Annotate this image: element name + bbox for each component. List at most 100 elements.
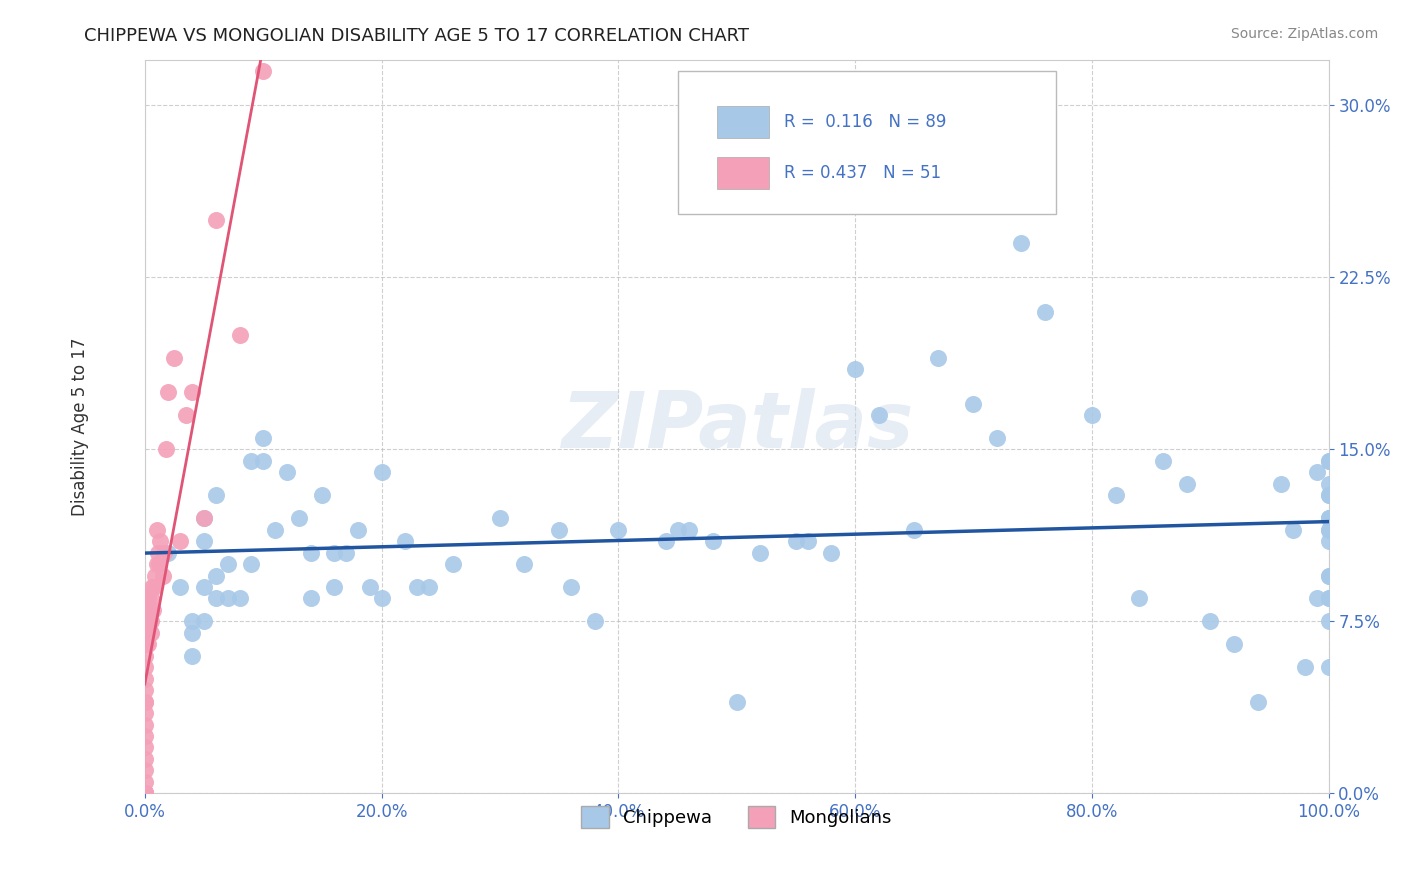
Point — [134, 786, 156, 800]
Point — [193, 615, 215, 629]
Point — [1306, 466, 1329, 480]
Point — [134, 786, 156, 800]
Point — [1010, 235, 1032, 250]
Point — [548, 523, 571, 537]
Point — [287, 511, 309, 525]
Point — [1317, 488, 1340, 502]
Point — [205, 568, 228, 582]
Point — [139, 625, 162, 640]
Point — [134, 706, 156, 720]
Point — [134, 786, 156, 800]
Point — [725, 695, 748, 709]
Point — [678, 523, 700, 537]
Point — [512, 557, 534, 571]
Point — [228, 327, 250, 342]
Point — [868, 408, 890, 422]
Point — [193, 511, 215, 525]
Point — [749, 545, 772, 559]
Point — [702, 534, 724, 549]
Point — [1270, 476, 1292, 491]
Point — [174, 408, 197, 422]
Point — [299, 545, 322, 559]
Point — [785, 534, 807, 549]
Point — [264, 523, 287, 537]
FancyBboxPatch shape — [717, 106, 769, 138]
Point — [370, 466, 392, 480]
Point — [181, 615, 204, 629]
Point — [394, 534, 416, 549]
Point — [1317, 568, 1340, 582]
Text: R =  0.116   N = 89: R = 0.116 N = 89 — [785, 113, 946, 131]
Point — [418, 580, 440, 594]
Point — [1317, 476, 1340, 491]
Point — [252, 64, 274, 78]
Point — [134, 660, 156, 674]
Point — [134, 786, 156, 800]
Legend: Chippewa, Mongolians: Chippewa, Mongolians — [574, 799, 900, 836]
Point — [311, 488, 333, 502]
Point — [205, 591, 228, 606]
Point — [138, 603, 160, 617]
Point — [169, 534, 191, 549]
FancyBboxPatch shape — [717, 157, 769, 189]
Point — [1317, 523, 1340, 537]
Point — [134, 672, 156, 686]
Point — [134, 683, 156, 698]
Point — [145, 523, 167, 537]
Point — [134, 786, 156, 800]
Point — [406, 580, 429, 594]
Point — [1128, 591, 1150, 606]
Point — [323, 580, 346, 594]
Point — [143, 580, 166, 594]
Point — [145, 568, 167, 582]
Text: R = 0.437   N = 51: R = 0.437 N = 51 — [785, 164, 941, 182]
Point — [927, 351, 949, 365]
Point — [335, 545, 357, 559]
Point — [193, 534, 215, 549]
Text: CHIPPEWA VS MONGOLIAN DISABILITY AGE 5 TO 17 CORRELATION CHART: CHIPPEWA VS MONGOLIAN DISABILITY AGE 5 T… — [84, 27, 749, 45]
Point — [134, 695, 156, 709]
Point — [146, 545, 169, 559]
Point — [986, 431, 1008, 445]
Point — [141, 580, 163, 594]
Point — [252, 431, 274, 445]
Point — [139, 591, 162, 606]
Point — [489, 511, 512, 525]
Point — [1033, 305, 1056, 319]
Point — [1317, 615, 1340, 629]
Point — [252, 454, 274, 468]
Point — [157, 385, 180, 400]
Point — [1199, 615, 1222, 629]
Point — [1317, 523, 1340, 537]
Point — [134, 648, 156, 663]
Point — [299, 591, 322, 606]
Point — [139, 615, 162, 629]
Point — [323, 545, 346, 559]
Point — [1317, 591, 1340, 606]
Point — [359, 580, 381, 594]
Point — [1317, 534, 1340, 549]
Point — [1175, 476, 1198, 491]
Point — [276, 466, 298, 480]
Point — [135, 637, 157, 651]
Point — [152, 545, 174, 559]
Point — [1317, 454, 1340, 468]
Point — [441, 557, 464, 571]
Point — [169, 580, 191, 594]
Point — [1104, 488, 1126, 502]
Point — [145, 557, 167, 571]
Point — [134, 717, 156, 731]
Point — [1317, 660, 1340, 674]
Point — [155, 442, 177, 457]
Point — [1317, 511, 1340, 525]
Point — [181, 385, 204, 400]
Point — [820, 545, 842, 559]
Point — [134, 695, 156, 709]
Point — [1317, 591, 1340, 606]
Point — [138, 637, 160, 651]
Point — [1317, 511, 1340, 525]
Point — [1317, 488, 1340, 502]
Point — [134, 775, 156, 789]
Point — [1306, 591, 1329, 606]
Point — [1282, 523, 1305, 537]
